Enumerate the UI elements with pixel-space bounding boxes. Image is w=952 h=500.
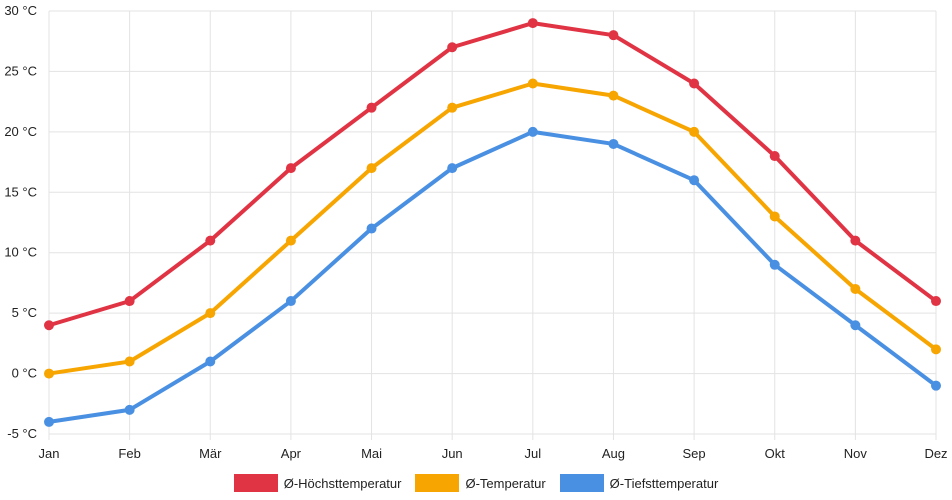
x-tick-label: Nov [844, 446, 868, 461]
data-point-1[interactable] [689, 126, 700, 137]
data-point-2[interactable] [285, 296, 296, 307]
legend-label-max: Ø-Höchsttemperatur [283, 475, 402, 491]
series-line-0 [47, 21, 938, 328]
y-tick-label: 10 °C [4, 245, 37, 260]
x-tick-label: Apr [281, 446, 302, 461]
data-point-0[interactable] [608, 30, 619, 41]
data-point-2[interactable] [931, 380, 941, 391]
y-tick-label: 20 °C [4, 124, 37, 139]
data-point-2[interactable] [689, 175, 700, 186]
y-tick-label: -5 °C [7, 426, 37, 441]
data-point-2[interactable] [850, 320, 861, 331]
data-point-1[interactable] [44, 368, 54, 379]
series-line-1 [47, 81, 938, 376]
data-point-1[interactable] [205, 308, 216, 319]
legend-item-max[interactable]: Ø-Höchsttemperatur [233, 474, 402, 492]
data-point-2[interactable] [447, 163, 458, 174]
data-point-2[interactable] [366, 223, 377, 234]
data-point-0[interactable] [527, 18, 538, 29]
legend-item-avg[interactable]: Ø-Temperatur [415, 474, 546, 492]
legend-swatch-avg [415, 474, 460, 492]
data-point-0[interactable] [366, 102, 377, 113]
legend-swatch-max [233, 474, 278, 492]
data-point-1[interactable] [285, 235, 296, 246]
data-point-1[interactable] [769, 211, 780, 222]
x-tick-label: Aug [602, 446, 625, 461]
x-tick-label: Feb [118, 446, 140, 461]
data-point-2[interactable] [527, 126, 538, 137]
data-point-1[interactable] [608, 90, 619, 101]
x-tick-label: Mär [199, 446, 222, 461]
y-tick-label: 30 °C [4, 3, 37, 18]
data-point-1[interactable] [850, 283, 861, 294]
series-line-2 [47, 129, 938, 424]
x-tick-label: Dez [924, 446, 947, 461]
data-point-0[interactable] [285, 163, 296, 174]
data-point-0[interactable] [769, 151, 780, 162]
x-tick-label: Jan [39, 446, 60, 461]
data-point-2[interactable] [205, 356, 216, 367]
data-point-2[interactable] [44, 416, 54, 427]
data-point-1[interactable] [447, 102, 458, 113]
data-point-1[interactable] [124, 356, 135, 367]
data-point-1[interactable] [931, 344, 941, 355]
data-point-0[interactable] [44, 320, 54, 331]
chart-legend: Ø-Höchsttemperatur Ø-Temperatur Ø-Tiefst… [0, 472, 952, 494]
legend-swatch-min [559, 474, 604, 492]
data-point-1[interactable] [366, 163, 377, 174]
legend-label-min: Ø-Tiefsttemperatur [609, 475, 719, 491]
grid-lines [48, 10, 937, 440]
data-point-0[interactable] [124, 296, 135, 307]
legend-label-avg: Ø-Temperatur [465, 475, 546, 491]
series-lines [44, 18, 941, 427]
data-point-0[interactable] [850, 235, 861, 246]
data-point-0[interactable] [447, 42, 458, 53]
x-tick-label: Jul [525, 446, 542, 461]
temperature-line-chart: -5 °C 0 °C 5 °C 10 °C 15 °C 20 °C 25 °C 30 °C J… [4, 3, 948, 461]
y-tick-label: 25 °C [4, 63, 37, 78]
x-tick-label: Mai [361, 446, 382, 461]
data-point-2[interactable] [769, 259, 780, 270]
data-point-1[interactable] [527, 78, 538, 89]
data-point-0[interactable] [931, 296, 941, 307]
x-tick-label: Sep [683, 446, 706, 461]
x-tick-label: Jun [442, 446, 463, 461]
y-tick-label: 15 °C [4, 184, 37, 199]
x-tick-label: Okt [765, 446, 786, 461]
data-point-2[interactable] [124, 404, 135, 415]
legend-item-min[interactable]: Ø-Tiefsttemperatur [559, 474, 719, 492]
y-tick-label: 5 °C [12, 305, 37, 320]
data-point-0[interactable] [689, 78, 700, 89]
y-tick-label: 0 °C [12, 366, 37, 381]
data-point-0[interactable] [205, 235, 216, 246]
data-point-2[interactable] [608, 138, 619, 149]
x-axis-labels: Jan Feb Mär Apr Mai Jun Jul Aug Sep Okt Nov Dez [39, 446, 948, 461]
y-axis-labels: -5 °C 0 °C 5 °C 10 °C 15 °C 20 °C 25 °C 30 °C [4, 3, 37, 441]
